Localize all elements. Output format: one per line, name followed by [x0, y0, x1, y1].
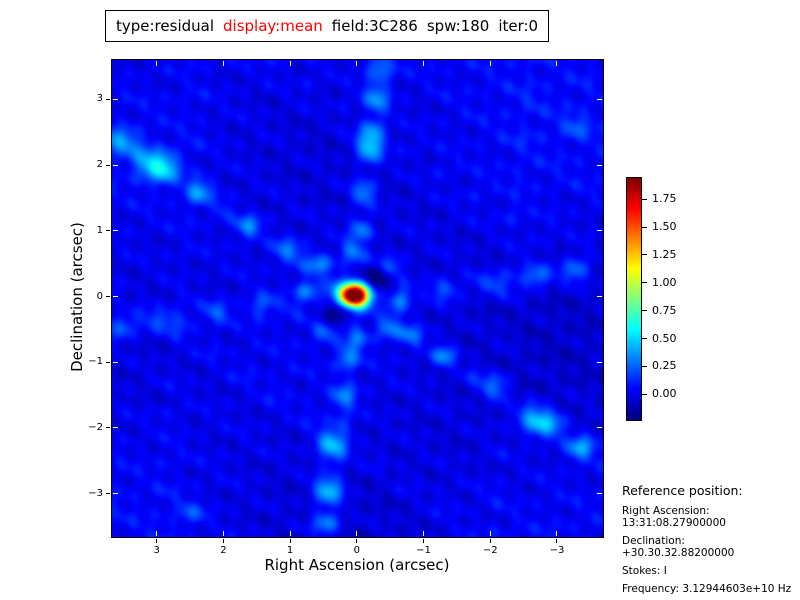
- colorbar-tick-mark: [642, 338, 647, 340]
- title-segment: field:3C286: [331, 17, 418, 35]
- y-tick-mark: [597, 98, 602, 100]
- reference-line: Declination: +30.30.32.88200000: [622, 535, 735, 559]
- y-tick-mark: [597, 296, 602, 298]
- x-tick-mark: [489, 531, 491, 536]
- x-tick-mark: [423, 531, 425, 536]
- x-tick-label: −2: [482, 545, 498, 556]
- y-tick-label: 0: [96, 290, 103, 302]
- colorbar-tick-mark: [642, 254, 647, 256]
- y-tick-mark: [106, 427, 110, 429]
- plot-border: [111, 59, 604, 538]
- y-tick-mark: [106, 230, 110, 232]
- colorbar-tick-mark: [642, 393, 647, 395]
- y-tick-mark: [106, 296, 110, 298]
- x-tick-mark: [489, 61, 491, 66]
- colorbar-tick-label: 0.75: [652, 303, 677, 317]
- y-tick-mark: [113, 98, 118, 100]
- title-segment: type:residual: [116, 17, 214, 35]
- reference-line: Frequency: 3.12944603e+10 Hz: [622, 583, 792, 595]
- y-tick-mark: [106, 493, 110, 495]
- x-tick-mark: [489, 539, 491, 543]
- colorbar-tick-mark: [642, 226, 647, 228]
- colorbar-tick-label: 1.25: [652, 247, 677, 261]
- y-tick-mark: [597, 361, 602, 363]
- residual-heatmap-image: [112, 60, 603, 537]
- x-tick-mark: [222, 61, 224, 66]
- colorbar-tick-label: 0.00: [652, 387, 677, 401]
- colorbar-tick-mark: [642, 198, 647, 200]
- y-tick-label: −1: [88, 356, 103, 368]
- x-tick-mark: [556, 61, 558, 66]
- x-tick-label: 0: [353, 545, 361, 556]
- y-tick-label: −2: [88, 421, 103, 433]
- y-tick-label: 2: [96, 159, 103, 171]
- colorbar-tick-label: 0.25: [652, 359, 677, 373]
- colorbar-tick-mark: [642, 310, 647, 312]
- x-tick-mark: [423, 61, 425, 66]
- reference-line: Right Ascension: 13:31:08.27900000: [622, 505, 726, 529]
- reference-heading: Reference position:: [622, 483, 743, 498]
- reference-position-block: Reference position: Right Ascension: 13:…: [622, 483, 800, 600]
- x-tick-mark: [556, 539, 558, 543]
- x-tick-mark: [222, 531, 224, 536]
- x-tick-label: −1: [416, 545, 431, 556]
- y-tick-mark: [597, 230, 602, 232]
- y-tick-label: 1: [96, 224, 103, 236]
- y-tick-label: 3: [96, 93, 103, 105]
- title-segment: iter:0: [498, 17, 539, 35]
- y-tick-mark: [113, 493, 118, 495]
- y-tick-mark: [113, 230, 118, 232]
- x-tick-label: 3: [153, 545, 160, 556]
- y-tick-mark: [113, 296, 118, 298]
- colorbar-tick-label: 1.50: [652, 220, 677, 234]
- y-tick-mark: [597, 493, 602, 495]
- y-tick-mark: [106, 164, 110, 166]
- colorbar-tick-label: 1.00: [652, 275, 677, 289]
- x-tick-label: 1: [286, 545, 294, 556]
- y-tick-mark: [106, 361, 110, 363]
- x-tick-mark: [356, 61, 358, 66]
- y-tick-mark: [597, 164, 602, 166]
- colorbar-tick-label: 1.75: [652, 192, 677, 206]
- colorbar-tick-label: 0.50: [652, 331, 677, 345]
- colorbar-tick-mark: [642, 365, 647, 367]
- x-tick-mark: [356, 539, 358, 543]
- title-segment: display:mean: [223, 17, 323, 35]
- x-tick-mark: [556, 531, 558, 536]
- x-tick-mark: [356, 531, 358, 536]
- x-tick-mark: [222, 539, 224, 543]
- x-tick-mark: [156, 531, 158, 536]
- x-tick-mark: [423, 539, 425, 543]
- x-tick-mark: [289, 61, 291, 66]
- y-tick-mark: [597, 427, 602, 429]
- x-tick-label: 2: [220, 545, 227, 556]
- y-tick-mark: [113, 427, 118, 429]
- x-tick-mark: [156, 61, 158, 66]
- x-tick-mark: [289, 539, 291, 543]
- x-axis-label: Right Ascension (arcsec): [264, 556, 450, 574]
- y-tick-mark: [113, 361, 118, 363]
- x-tick-mark: [289, 531, 291, 536]
- plot-title-box: type:residual display:mean field:3C286 spw:…: [105, 10, 550, 42]
- reference-line: Stokes: I: [622, 565, 667, 577]
- y-tick-mark: [106, 98, 110, 100]
- y-tick-mark: [113, 164, 118, 166]
- colorbar-gradient: [627, 178, 641, 420]
- x-tick-mark: [156, 539, 158, 543]
- title-segment: spw:180: [426, 17, 490, 35]
- colorbar-tick-mark: [642, 282, 647, 284]
- x-tick-label: −3: [549, 545, 565, 556]
- y-tick-label: −3: [88, 487, 103, 499]
- colorbar: [626, 177, 642, 421]
